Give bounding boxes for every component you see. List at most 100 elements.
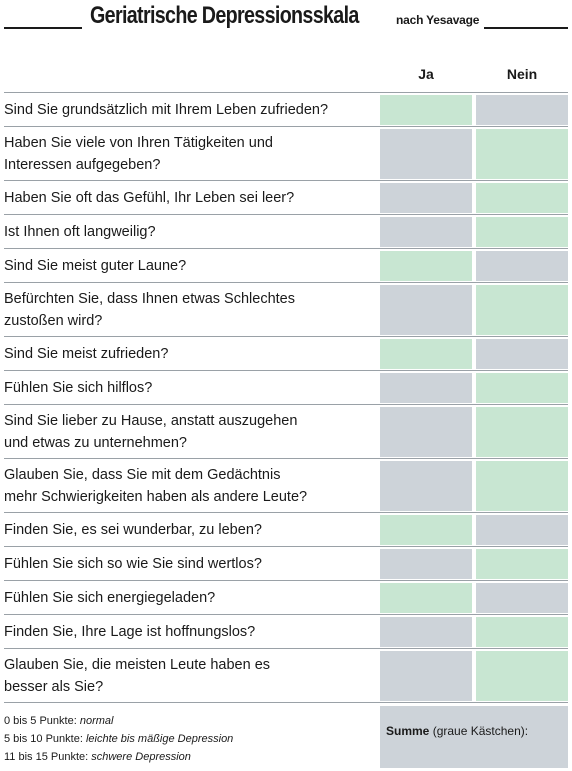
question-row: Haben Sie viele von Ihren Tätigkeiten un…: [4, 127, 568, 181]
question-line: Sind Sie lieber zu Hause, anstatt auszug…: [4, 413, 298, 429]
column-header-ja: Ja: [418, 66, 434, 82]
summe-title: Summe: [386, 724, 430, 738]
question-text: Sind Sie lieber zu Hause, anstatt auszug…: [4, 410, 376, 454]
question-line: Glauben Sie, die meisten Leute haben es: [4, 657, 271, 673]
question-line: Finden Sie, es sei wunderbar, zu leben?: [4, 522, 262, 538]
question-row: Glauben Sie, dass Sie mit dem Gedächtnis…: [4, 459, 568, 513]
question-line: Sind Sie meist guter Laune?: [4, 258, 187, 274]
question-line: Interessen aufgegeben?: [4, 157, 161, 173]
answer-box-ja[interactable]: [380, 407, 472, 457]
question-line: und etwas zu unternehmen?: [4, 435, 187, 451]
question-text: Sind Sie meist zufrieden?: [4, 343, 376, 365]
legend-range: 5 bis 10 Punkte:: [4, 733, 86, 745]
page-title: Geriatrische Depressionsskala: [90, 2, 359, 29]
answer-box-nein[interactable]: [476, 461, 568, 511]
answer-box-ja[interactable]: [380, 217, 472, 247]
question-line: Ist Ihnen oft langweilig?: [4, 224, 156, 240]
answer-box-ja[interactable]: [380, 183, 472, 213]
question-text: Finden Sie, es sei wunderbar, zu leben?: [4, 519, 376, 541]
question-text: Glauben Sie, dass Sie mit dem Gedächtnis…: [4, 464, 376, 508]
answer-box-ja[interactable]: [380, 617, 472, 647]
answer-box-nein[interactable]: [476, 373, 568, 403]
question-row: Fühlen Sie sich so wie Sie sind wertlos?: [4, 547, 568, 581]
question-line: Sind Sie grundsätzlich mit Ihrem Leben z…: [4, 102, 329, 118]
question-row: Finden Sie, Ihre Lage ist hoffnungslos?: [4, 615, 568, 649]
question-row: Sind Sie lieber zu Hause, anstatt auszug…: [4, 405, 568, 459]
question-line: Fühlen Sie sich hilflos?: [4, 380, 153, 396]
legend-line: 5 bis 10 Punkte: leichte bis mäßige Depr…: [4, 730, 233, 748]
legend-line: 0 bis 5 Punkte: normal: [4, 712, 233, 730]
question-text: Ist Ihnen oft langweilig?: [4, 221, 376, 243]
answer-box-nein[interactable]: [476, 617, 568, 647]
answer-box-nein[interactable]: [476, 183, 568, 213]
question-row: Haben Sie oft das Gefühl, Ihr Leben sei …: [4, 181, 568, 215]
question-line: Haben Sie viele von Ihren Tätigkeiten un…: [4, 135, 273, 151]
question-row: Befürchten Sie, dass Ihnen etwas Schlech…: [4, 283, 568, 337]
question-text: Fühlen Sie sich hilflos?: [4, 377, 376, 399]
question-line: Sind Sie meist zufrieden?: [4, 346, 169, 362]
score-legend: 0 bis 5 Punkte: normal 5 bis 10 Punkte: …: [4, 712, 233, 766]
question-line: Fühlen Sie sich energiegeladen?: [4, 590, 216, 606]
question-text: Sind Sie meist guter Laune?: [4, 255, 376, 277]
question-line: mehr Schwierigkeiten haben als andere Le…: [4, 489, 308, 505]
answer-box-ja[interactable]: [380, 251, 472, 281]
question-row: Ist Ihnen oft langweilig?: [4, 215, 568, 249]
question-text: Befürchten Sie, dass Ihnen etwas Schlech…: [4, 288, 376, 332]
legend-range: 11 bis 15 Punkte:: [4, 751, 92, 763]
answer-box-nein[interactable]: [476, 285, 568, 335]
question-line: Glauben Sie, dass Sie mit dem Gedächtnis: [4, 467, 281, 483]
answer-box-nein[interactable]: [476, 651, 568, 701]
question-line: Befürchten Sie, dass Ihnen etwas Schlech…: [4, 291, 295, 307]
question-line: besser als Sie?: [4, 679, 104, 695]
question-text: Glauben Sie, die meisten Leute haben es b…: [4, 654, 376, 698]
question-text: Haben Sie oft das Gefühl, Ihr Leben sei …: [4, 187, 376, 209]
legend-label: normal: [79, 715, 114, 727]
answer-box-ja[interactable]: [380, 461, 472, 511]
question-line: Finden Sie, Ihre Lage ist hoffnungslos?: [4, 624, 256, 640]
question-text: Sind Sie grundsätzlich mit Ihrem Leben z…: [4, 99, 376, 121]
answer-box-ja[interactable]: [380, 285, 472, 335]
question-line: zustoßen wird?: [4, 313, 103, 329]
question-row: Finden Sie, es sei wunderbar, zu leben?: [4, 513, 568, 547]
answer-box-ja[interactable]: [380, 129, 472, 179]
title-row: Geriatrische Depressionsskala nach Yesav…: [0, 0, 572, 40]
question-row: Fühlen Sie sich hilflos?: [4, 371, 568, 405]
question-table: Sind Sie grundsätzlich mit Ihrem Leben z…: [4, 92, 568, 703]
title-rule-right: [484, 27, 568, 29]
answer-box-nein[interactable]: [476, 583, 568, 613]
answer-box-nein[interactable]: [476, 515, 568, 545]
answer-box-ja[interactable]: [380, 373, 472, 403]
answer-box-nein[interactable]: [476, 217, 568, 247]
question-line: Haben Sie oft das Gefühl, Ihr Leben sei …: [4, 190, 295, 206]
legend-range: 0 bis 5 Punkte:: [4, 715, 80, 727]
question-row: Sind Sie grundsätzlich mit Ihrem Leben z…: [4, 93, 568, 127]
question-row: Glauben Sie, die meisten Leute haben es b…: [4, 649, 568, 703]
answer-box-nein[interactable]: [476, 549, 568, 579]
answer-box-ja[interactable]: [380, 583, 472, 613]
legend-label: leichte bis mäßige Depression: [85, 733, 234, 745]
question-line: Fühlen Sie sich so wie Sie sind wertlos?: [4, 556, 262, 572]
page-subtitle: nach Yesavage: [396, 13, 480, 27]
summe-box[interactable]: Summe (graue Kästchen):: [380, 706, 568, 768]
question-text: Finden Sie, Ihre Lage ist hoffnungslos?: [4, 621, 376, 643]
answer-box-ja[interactable]: [380, 651, 472, 701]
summe-note: (graue Kästchen):: [429, 724, 529, 738]
answer-box-nein[interactable]: [476, 129, 568, 179]
answer-box-nein[interactable]: [476, 339, 568, 369]
answer-box-ja[interactable]: [380, 549, 472, 579]
answer-box-ja[interactable]: [380, 515, 472, 545]
answer-box-ja[interactable]: [380, 339, 472, 369]
question-text: Fühlen Sie sich energiegeladen?: [4, 587, 376, 609]
answer-box-nein[interactable]: [476, 251, 568, 281]
question-row: Sind Sie meist zufrieden?: [4, 337, 568, 371]
question-row: Sind Sie meist guter Laune?: [4, 249, 568, 283]
answer-box-nein[interactable]: [476, 407, 568, 457]
question-text: Fühlen Sie sich so wie Sie sind wertlos?: [4, 553, 376, 575]
question-row: Fühlen Sie sich energiegeladen?: [4, 581, 568, 615]
summe-label: Summe (graue Kästchen):: [386, 724, 528, 738]
legend-line: 11 bis 15 Punkte: schwere Depression: [4, 748, 233, 766]
column-header-nein: Nein: [506, 66, 538, 82]
answer-box-nein[interactable]: [476, 95, 568, 125]
answer-box-ja[interactable]: [380, 95, 472, 125]
title-rule-left: [4, 27, 82, 29]
